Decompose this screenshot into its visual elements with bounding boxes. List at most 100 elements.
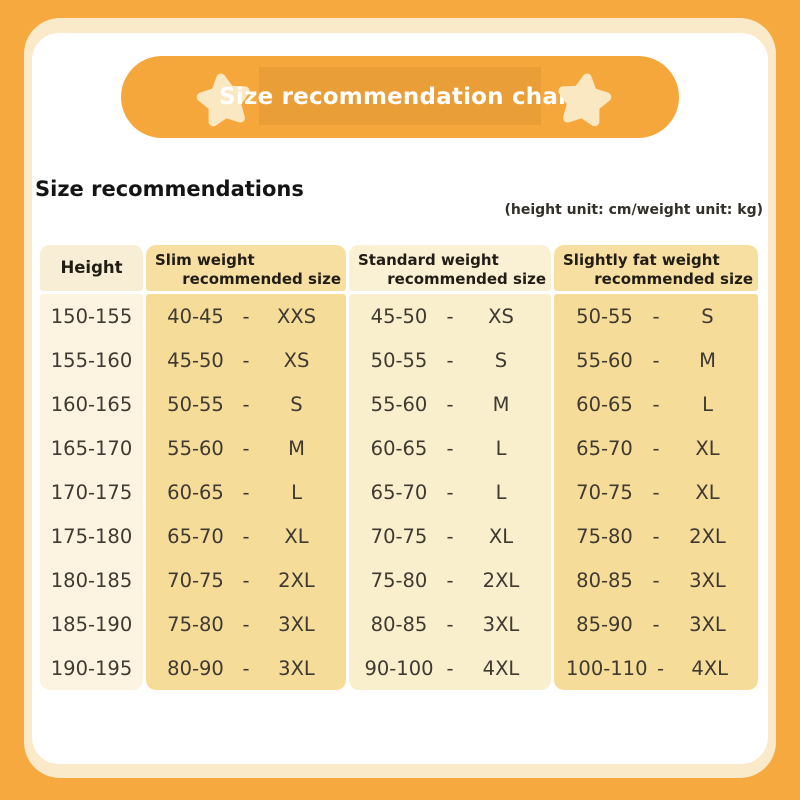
size-label: M (492, 392, 510, 416)
size-cell: 45-50- XS (146, 338, 346, 382)
weight-range: 75-80 (370, 568, 428, 592)
banner-title: Size recommendation chart (219, 84, 581, 110)
dash-separator: - (446, 304, 454, 328)
weight-range: 100-110 (566, 656, 648, 680)
size-cell: 60-65- L (146, 470, 346, 514)
size-label: XL (284, 524, 309, 548)
star-icon (558, 73, 612, 127)
dash-separator: - (242, 524, 250, 548)
banner-shade (259, 67, 541, 125)
size-label: M (699, 348, 716, 372)
dash-separator: - (652, 480, 660, 504)
weight-range: 85-90 (576, 612, 633, 636)
standard-weight-column: 45-50- XS 50-55- S 55-60- M 60-65- L 65-70- L… (349, 294, 551, 690)
size-label: 3XL (689, 612, 726, 636)
weight-range: 55-60 (576, 348, 633, 372)
header-label: Slightly fat weight (563, 251, 720, 269)
size-label: 4XL (482, 656, 520, 680)
star-icon (196, 73, 250, 127)
height-cell: 185-190 (50, 612, 133, 636)
column-header-fat: Slightly fat weight recommended size (554, 245, 758, 291)
weight-range: 65-70 (370, 480, 428, 504)
size-label: XS (488, 304, 514, 328)
column-header-slim: Slim weight recommended size (146, 245, 346, 291)
slim-weight-column: 40-45- XXS 45-50- XS 50-55- S 55-60- M 60-65… (146, 294, 346, 690)
size-cell: 70-75- XL (554, 470, 758, 514)
size-cell: 75-80- 3XL (146, 602, 346, 646)
weight-range: 65-70 (576, 436, 633, 460)
size-label: XL (488, 524, 514, 548)
weight-range: 80-85 (576, 568, 633, 592)
dash-separator: - (242, 304, 250, 328)
size-cell: 55-60- M (554, 338, 758, 382)
dash-separator: - (446, 436, 454, 460)
dash-separator: - (242, 348, 250, 372)
dash-separator: - (242, 480, 250, 504)
section-heading: Size recommendations (35, 177, 304, 201)
header-sublabel: recommended size (387, 269, 546, 288)
slightly-fat-weight-column: 50-55- S 55-60- M 60-65- L 65-70- XL 70-75- X… (554, 294, 758, 690)
size-label: 3XL (482, 612, 520, 636)
weight-range: 60-65 (576, 392, 633, 416)
size-label: M (288, 436, 305, 460)
dash-separator: - (446, 612, 454, 636)
unit-note: (height unit: cm/weight unit: kg) (504, 202, 763, 218)
dash-separator: - (446, 524, 454, 548)
weight-range: 55-60 (370, 392, 428, 416)
weight-range: 70-75 (370, 524, 428, 548)
weight-range: 45-50 (370, 304, 428, 328)
size-label: 2XL (482, 568, 520, 592)
size-cell: 85-90- 3XL (554, 602, 758, 646)
weight-range: 55-60 (167, 436, 224, 460)
size-table: Height Slim weight recommended size Stand… (40, 245, 758, 690)
height-cell: 165-170 (50, 436, 133, 460)
size-label: L (495, 480, 507, 504)
dash-separator: - (242, 436, 250, 460)
header-label: Slim weight (155, 251, 255, 269)
size-cell: 50-55- S (554, 294, 758, 338)
weight-range: 45-50 (167, 348, 224, 372)
size-cell: 80-90- 3XL (146, 646, 346, 690)
size-cell: 50-55- S (146, 382, 346, 426)
size-cell: 70-75- 2XL (146, 558, 346, 602)
column-header-standard: Standard weight recommended size (349, 245, 551, 291)
size-cell: 60-65- L (554, 382, 758, 426)
size-label: S (290, 392, 303, 416)
weight-range: 60-65 (370, 436, 428, 460)
size-cell: 100-110- 4XL (554, 646, 758, 690)
size-label: XS (283, 348, 310, 372)
size-label: 3XL (278, 612, 315, 636)
dash-separator: - (652, 348, 660, 372)
height-cell: 180-185 (50, 568, 133, 592)
size-label: L (291, 480, 302, 504)
size-label: XL (695, 480, 720, 504)
size-cell: 60-65- L (349, 426, 551, 470)
size-cell: 65-70- L (349, 470, 551, 514)
size-label: 3XL (689, 568, 726, 592)
size-cell: 75-80- 2XL (554, 514, 758, 558)
weight-range: 80-85 (370, 612, 428, 636)
height-cell: 150-155 (50, 304, 133, 328)
weight-range: 65-70 (167, 524, 224, 548)
height-cell: 160-165 (50, 392, 133, 416)
dash-separator: - (242, 392, 250, 416)
dash-separator: - (652, 392, 660, 416)
size-cell: 65-70- XL (146, 514, 346, 558)
title-banner: Size recommendation chart (121, 56, 679, 138)
dash-separator: - (446, 568, 454, 592)
size-cell: 50-55- S (349, 338, 551, 382)
dash-separator: - (652, 304, 660, 328)
size-label: XXS (276, 304, 317, 328)
size-cell: 55-60- M (349, 382, 551, 426)
weight-range: 50-55 (576, 304, 633, 328)
size-label: 2XL (689, 524, 726, 548)
weight-range: 50-55 (167, 392, 224, 416)
weight-range: 50-55 (370, 348, 428, 372)
size-cell: 45-50- XS (349, 294, 551, 338)
dash-separator: - (242, 656, 250, 680)
dash-separator: - (652, 436, 660, 460)
height-cell: 175-180 (50, 524, 133, 548)
size-label: S (494, 348, 508, 372)
header-sublabel: recommended size (594, 269, 753, 288)
height-column: 150-155 155-160 160-165 165-170 170-175 … (40, 294, 143, 690)
